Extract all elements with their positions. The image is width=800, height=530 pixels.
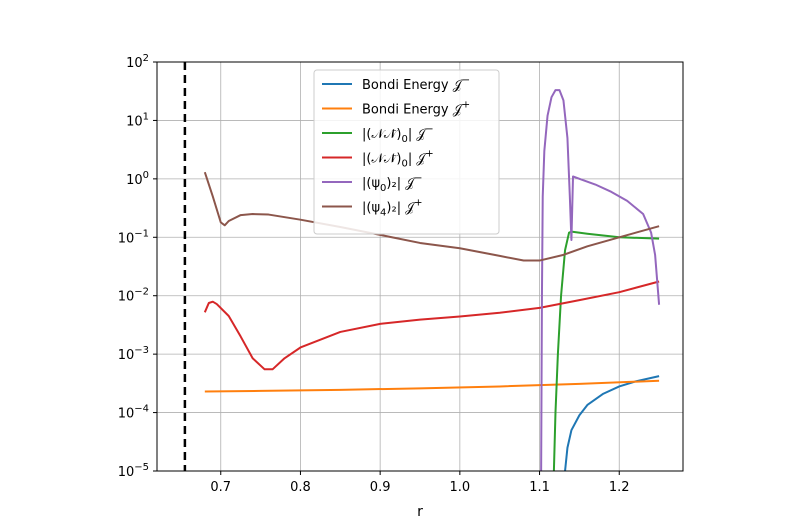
series-line-3 bbox=[203, 280, 660, 371]
x-axis-ticks: 0.7 0.8 0.9 1.0 1.1 1.2 bbox=[210, 471, 630, 495]
plot-frame bbox=[156, 61, 684, 472]
series-line-2 bbox=[552, 230, 660, 471]
legend-label-0: Bondi Energy 𝒥− bbox=[362, 75, 470, 93]
y-axis-ticks: 10−5 10−4 10−3 10−2 10−1 100 101 102 bbox=[118, 53, 157, 480]
x-tick-label: 1.1 bbox=[529, 480, 550, 495]
y-tick-label: 10−4 bbox=[118, 404, 149, 422]
legend: Bondi Energy 𝒥− Bondi Energy 𝒥+ |(𝒩𝒩̄)0| 𝒥… bbox=[313, 69, 500, 235]
y-tick-label: 10−3 bbox=[118, 345, 149, 363]
legend-label-3: |(𝒩𝒩̄)0| 𝒥+ bbox=[362, 149, 434, 170]
y-tick-label: 102 bbox=[126, 53, 149, 71]
legend-frame bbox=[313, 69, 500, 235]
x-tick-label: 0.7 bbox=[210, 480, 231, 495]
series-line-1 bbox=[204, 379, 660, 393]
x-tick-label: 1.0 bbox=[450, 480, 471, 495]
x-tick-label: 0.8 bbox=[290, 480, 311, 495]
legend-label-1: Bondi Energy 𝒥+ bbox=[362, 100, 470, 118]
y-tick-label: 10−1 bbox=[118, 228, 149, 246]
series-line-4 bbox=[540, 89, 661, 471]
y-tick-label: 101 bbox=[126, 111, 149, 129]
legend-label-5: |(ψ4)₂| 𝒥+ bbox=[362, 198, 423, 219]
legend-label-2: |(𝒩𝒩̄)0| 𝒥− bbox=[362, 124, 434, 145]
y-tick-label: 100 bbox=[126, 170, 149, 188]
series-line-0 bbox=[564, 375, 660, 471]
y-tick-label: 10−5 bbox=[118, 462, 149, 480]
x-tick-label: 0.9 bbox=[370, 480, 391, 495]
x-tick-label: 1.2 bbox=[609, 480, 630, 495]
y-tick-label: 10−2 bbox=[118, 287, 149, 305]
x-axis-label: r bbox=[417, 504, 423, 520]
legend-label-4: |(ψ0)₂| 𝒥− bbox=[362, 173, 423, 194]
